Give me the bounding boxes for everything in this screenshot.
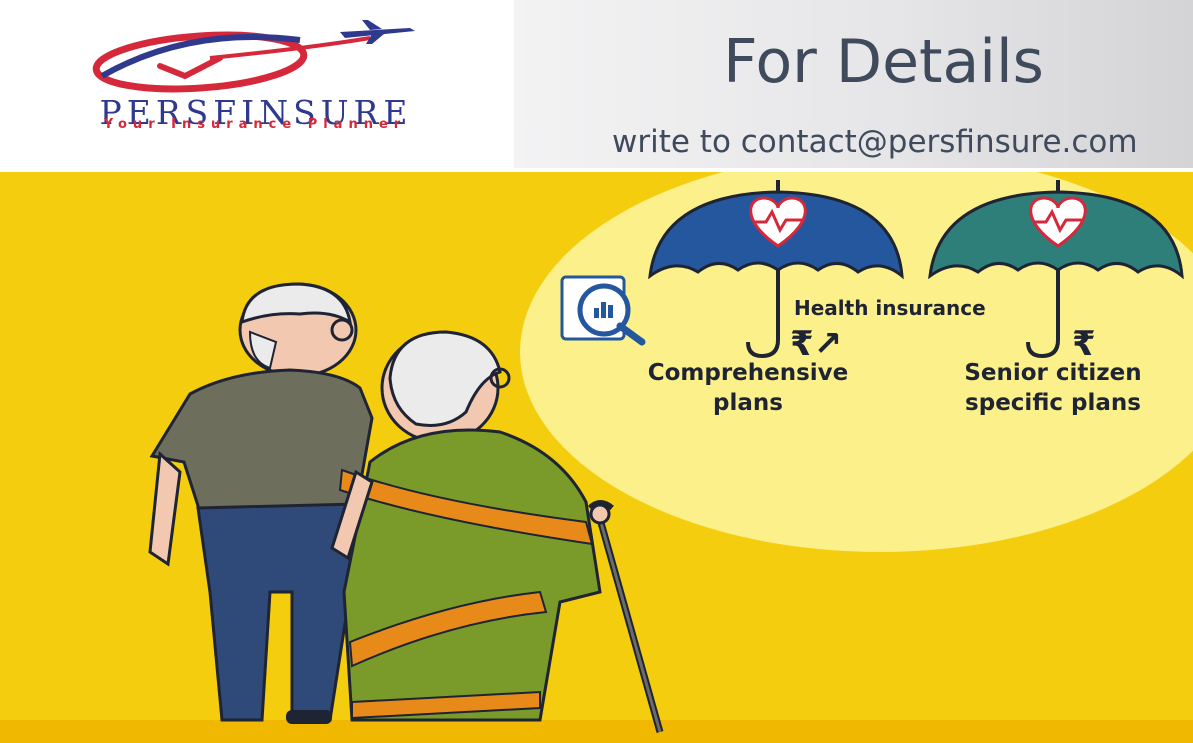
report-magnifier-icon (560, 275, 646, 346)
health-insurance-illustration: Health insurance ₹↗ ₹ Comprehensive plan… (0, 172, 1193, 743)
floor (0, 720, 1193, 743)
walking-cane-icon (587, 500, 664, 733)
logo-swoosh-icon (92, 20, 415, 93)
senior-citizen-plans-label: Senior citizen specific plans (924, 358, 1182, 418)
elderly-woman (330, 330, 602, 722)
heart-pulse-icon-2 (1029, 196, 1087, 248)
elderly-man (148, 282, 374, 724)
illustration-scene (0, 172, 1193, 743)
contact-email-text: write to contact@persfinsure.com (612, 124, 1138, 160)
brand-tagline: Your Insurance Planner (103, 117, 407, 132)
senior-citizen-plans-line1: Senior citizen (964, 360, 1142, 386)
airplane-icon (340, 20, 415, 44)
rupee-icon-2: ₹ (1072, 324, 1096, 364)
rupee-icon: ₹↗ (790, 324, 843, 364)
contact-panel: For Details write to contact@persfinsure… (514, 0, 1193, 168)
brand-logo: PERSFINSURE Your Insurance Planner (0, 0, 514, 168)
header: PERSFINSURE Your Insurance Planner For D… (0, 0, 1193, 168)
comprehensive-plans-label: Comprehensive plans (600, 358, 896, 418)
details-heading: For Details (723, 27, 1044, 97)
brand-name: PERSFINSURE (99, 93, 413, 132)
comprehensive-plans-line2: plans (713, 390, 783, 416)
comprehensive-plans-line1: Comprehensive (647, 360, 849, 386)
senior-citizen-plans-line2: specific plans (965, 390, 1141, 416)
health-insurance-label: Health insurance (794, 296, 986, 320)
heart-pulse-icon (749, 196, 807, 248)
